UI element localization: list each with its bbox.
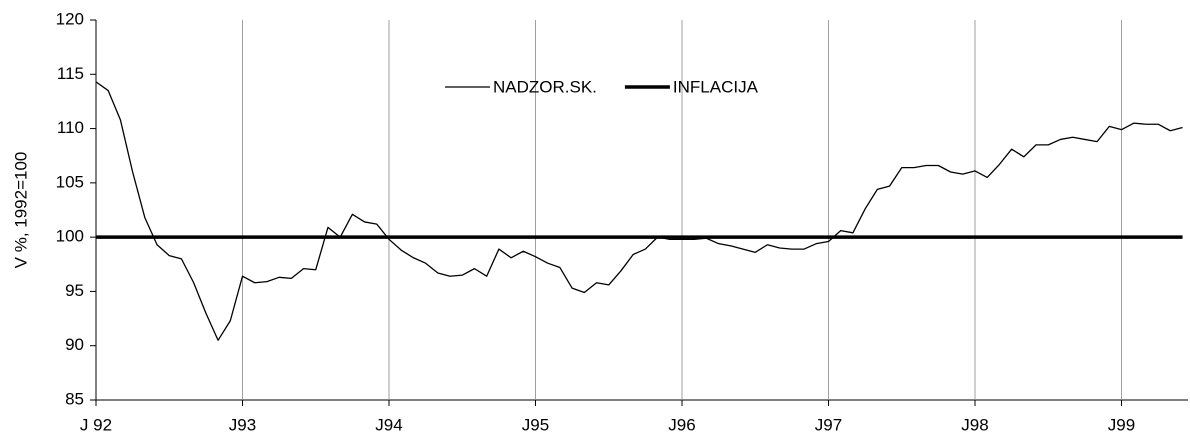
- x-tick-label: J99: [1108, 415, 1135, 434]
- y-tick-label: 100: [56, 227, 84, 246]
- x-tick-label: J 92: [80, 415, 112, 434]
- y-tick-label: 120: [56, 9, 84, 28]
- y-tick-label: 110: [57, 118, 84, 137]
- x-tick-label: J98: [961, 415, 988, 434]
- x-tick-label: J95: [522, 415, 549, 434]
- x-tick-label: J96: [668, 415, 695, 434]
- y-tick-label: 115: [57, 64, 84, 83]
- y-tick-label: 90: [65, 335, 84, 354]
- x-tick-label: J97: [815, 415, 842, 434]
- y-tick-label: 85: [65, 389, 84, 408]
- data-line: [95, 81, 1183, 341]
- x-tick-label: J94: [375, 415, 402, 434]
- legend-label: INFLACIJA: [673, 77, 759, 96]
- y-tick-label: 105: [56, 172, 84, 191]
- legend-label: NADZOR.SK.: [493, 77, 597, 96]
- y-axis-label: V %, 1992=100: [11, 152, 30, 269]
- x-tick-label: J93: [229, 415, 256, 434]
- y-tick-label: 95: [65, 281, 84, 300]
